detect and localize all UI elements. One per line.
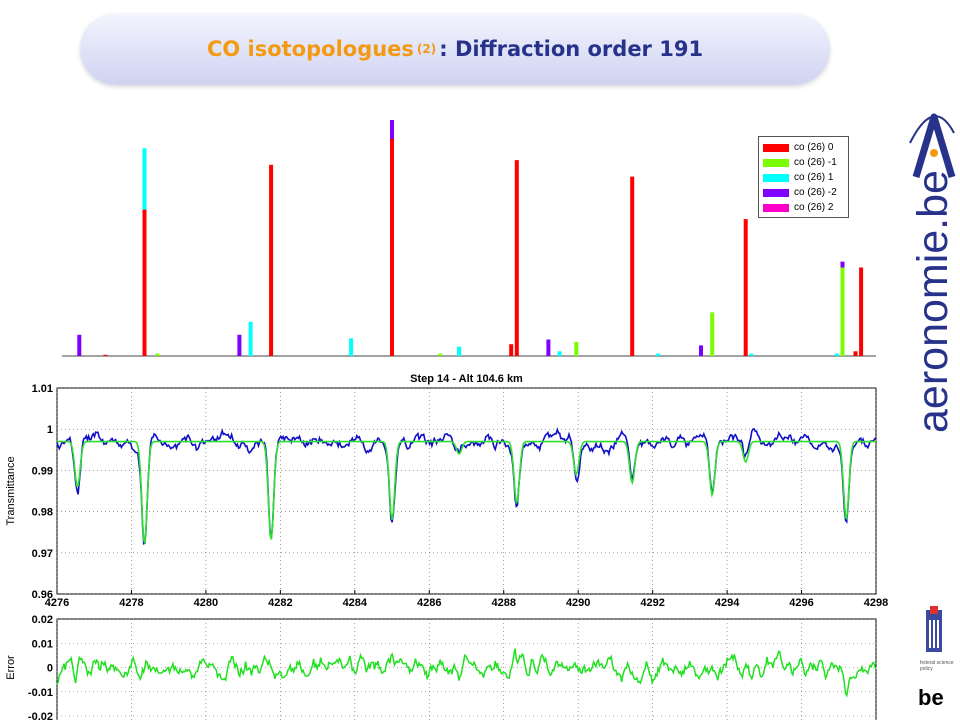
title-text-part2: : Diffraction order 191 (439, 37, 704, 61)
legend-swatch (763, 203, 789, 212)
intensity-bar (630, 176, 635, 356)
error-residual-line (56, 648, 877, 698)
x-tick-label: 4292 (640, 597, 664, 608)
intensity-bar (142, 209, 147, 356)
x-tick-label: 4284 (343, 597, 368, 608)
x-tick-label: 4294 (715, 597, 740, 608)
legend-swatch (763, 173, 789, 182)
plot-frame (56, 387, 877, 595)
intensity-bar (656, 353, 661, 356)
intensity-bar (269, 164, 274, 356)
legend-item: co (26) -1 (763, 155, 844, 170)
intensity-bar (743, 219, 748, 356)
x-tick-label: 4296 (789, 597, 813, 608)
title-superscript: (2) (416, 42, 437, 56)
y-tick-label: 0.97 (32, 548, 53, 560)
line-intensity-chart (62, 120, 876, 357)
intensity-bar (438, 353, 443, 356)
error-y-tick-label: 0.01 (32, 638, 53, 650)
legend-label: co (26) 2 (794, 202, 834, 213)
aeronomie-logo: aeronomie.be (909, 113, 956, 433)
x-tick-label: 4276 (45, 597, 69, 608)
y-axis-label: Transmittance (5, 456, 17, 525)
x-tick-label: 4280 (194, 597, 218, 608)
x-tick-label: 4282 (268, 597, 292, 608)
intensity-bar (103, 354, 108, 356)
fitted-spectrum-line (57, 440, 876, 544)
y-tick-label: 0.99 (32, 465, 53, 477)
y-tick-label: 1 (47, 424, 53, 436)
title-text-part1: CO isotopologues (206, 37, 414, 61)
legend-swatch (763, 143, 789, 152)
transmittance-chart: 4276 4278 4280 4282 4284 4286 4288 4290 4292 4294… (5, 373, 888, 608)
title-banner: CO isotopologues (2) : Diffraction order… (80, 13, 830, 85)
legend-label: co (26) -2 (794, 187, 837, 198)
intensity-bar (840, 267, 845, 356)
intensity-bar (248, 321, 253, 356)
aeronomie-logo-text: aeronomie.be (909, 170, 956, 433)
y-tick-label: 0.98 (32, 507, 53, 519)
intensity-bar (710, 312, 715, 356)
error-y-axis-label: Error (5, 655, 17, 680)
intensity-bar (457, 346, 462, 356)
legend-item: co (26) 1 (763, 170, 844, 185)
aeronomie-a-icon (909, 113, 956, 179)
legend-item: co (26) 2 (763, 200, 844, 215)
intensity-bar (509, 344, 514, 356)
intensity-bar (749, 353, 754, 356)
intensity-bar (557, 351, 562, 356)
intensity-bar (574, 341, 579, 356)
y-tick-label: 1.01 (32, 383, 53, 395)
intensity-bar (834, 353, 839, 356)
x-tick-label: 4290 (566, 597, 590, 608)
x-tick-label: 4278 (119, 597, 143, 608)
intensity-bar (390, 138, 394, 356)
legend-label: co (26) 1 (794, 172, 834, 183)
intensity-bar (77, 334, 82, 356)
intensity-bar (514, 160, 519, 356)
error-y-tick-label: -0.01 (28, 687, 53, 699)
legend-swatch (763, 158, 789, 167)
observed-spectrum-line (56, 427, 877, 545)
error-y-tick-label: -0.02 (28, 711, 53, 720)
plot-title: Step 14 - Alt 104.6 km (410, 373, 523, 385)
be-logo-text: be (918, 685, 944, 710)
legend-swatch (763, 188, 789, 197)
legend-item: co (26) -2 (763, 185, 844, 200)
intensity-bar (699, 345, 703, 356)
x-tick-label: 4298 (864, 597, 888, 608)
error-y-tick-label: 0 (47, 663, 53, 675)
intensity-bar (546, 339, 551, 356)
y-tick-label: 0.96 (32, 589, 53, 601)
legend-label: co (26) 0 (794, 142, 834, 153)
intensity-bar (237, 334, 242, 356)
intensity-bar (349, 338, 354, 356)
legend-item: co (26) 0 (763, 140, 844, 155)
error-chart: 0.02 0.01 0 -0.01 -0.02 Error (5, 614, 877, 720)
chart-legend: co (26) 0 co (26) -1 co (26) 1 co (26) -2 co… (758, 136, 849, 218)
error-y-tick-label: 0.02 (32, 614, 53, 626)
be-logo: be (918, 685, 944, 710)
legend-label: co (26) -1 (794, 157, 837, 168)
federal-emblem-text: federal science policy (920, 660, 954, 672)
intensity-bar (859, 267, 864, 356)
intensity-bar (853, 351, 858, 356)
x-tick-label: 4288 (491, 597, 515, 608)
x-tick-label: 4286 (417, 597, 441, 608)
intensity-bar (155, 353, 160, 356)
federal-emblem-icon (926, 606, 942, 652)
